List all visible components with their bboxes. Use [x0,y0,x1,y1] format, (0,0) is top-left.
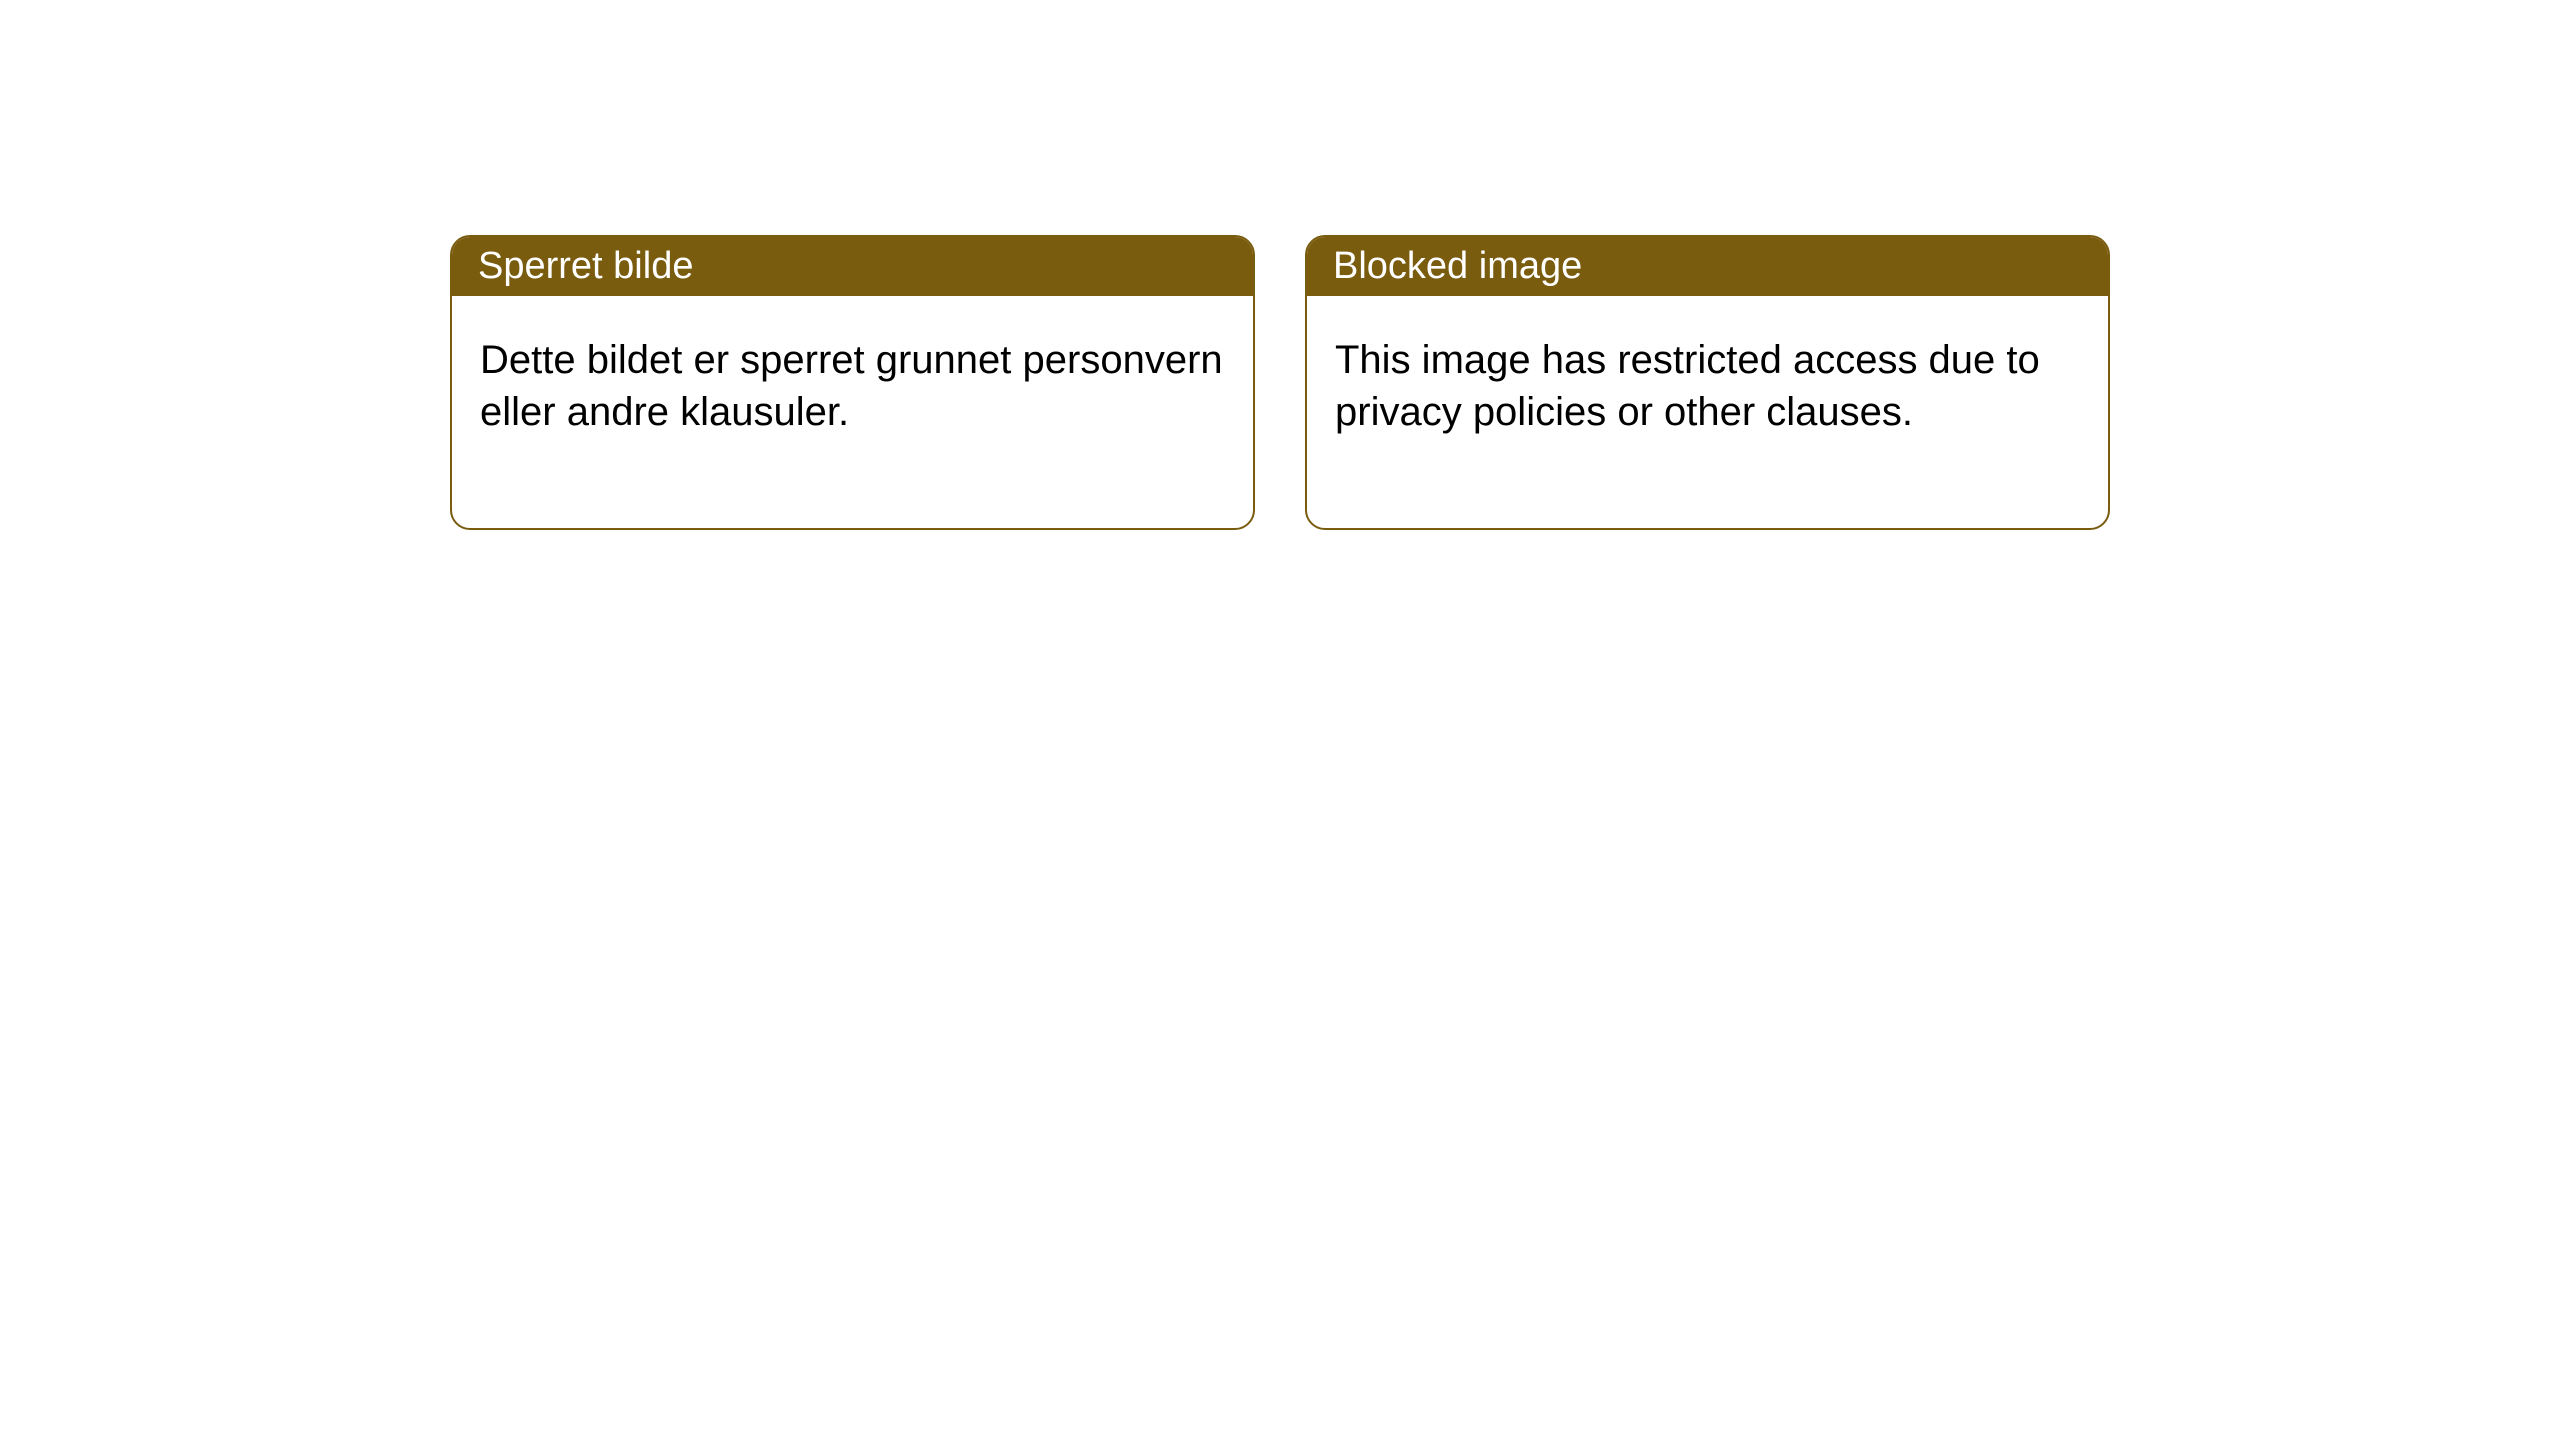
notice-card-norwegian: Sperret bilde Dette bildet er sperret gr… [450,235,1255,530]
card-header: Blocked image [1307,237,2108,296]
card-body: Dette bildet er sperret grunnet personve… [452,296,1253,528]
card-body: This image has restricted access due to … [1307,296,2108,528]
card-title: Sperret bilde [478,245,693,287]
notice-card-english: Blocked image This image has restricted … [1305,235,2110,530]
card-message: Dette bildet er sperret grunnet personve… [480,338,1223,434]
card-title: Blocked image [1333,245,1582,287]
card-header: Sperret bilde [452,237,1253,296]
notice-container: Sperret bilde Dette bildet er sperret gr… [0,0,2560,530]
card-message: This image has restricted access due to … [1335,338,2040,434]
